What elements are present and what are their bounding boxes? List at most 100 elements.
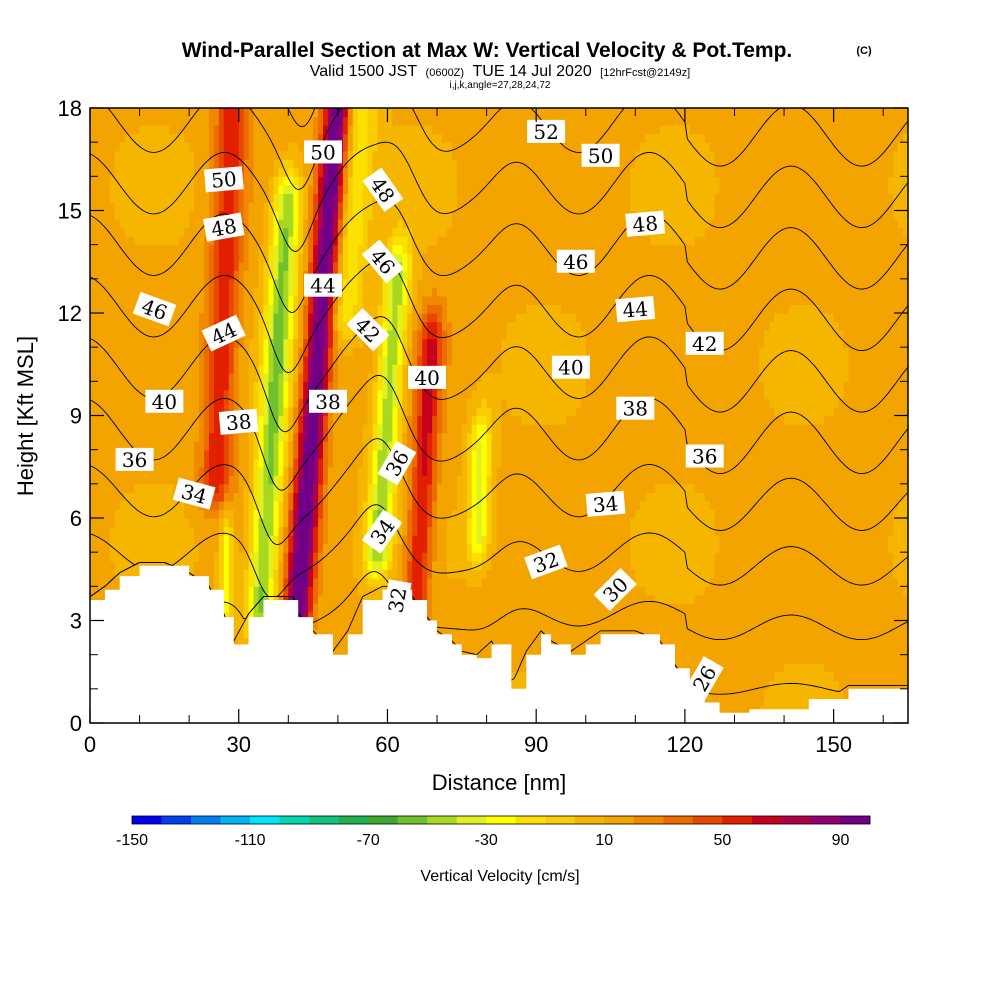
colorbar-swatch [545,816,576,824]
terrain-mask [90,565,908,723]
colorbar-swatch [368,816,398,824]
y-tick-label: 12 [58,301,82,326]
theta-contour-label: 34 [585,490,626,517]
colorbar-swatch [191,816,221,824]
y-axis-label: Height [Kft MSL] [13,336,38,496]
theta-label-box [625,210,666,237]
chart-title: Wind-Parallel Section at Max W: Vertical… [182,39,793,62]
theta-contour-line [90,504,908,598]
theta-label-text: 48 [209,214,238,242]
chart-subtitle: Valid 1500 JST (0600Z) TUE 14 Jul 2020 [… [310,63,690,80]
y-tick-label: 15 [58,199,82,224]
colorbar-swatch [663,816,694,824]
colorbar-swatch [692,816,723,824]
x-tick-label: 0 [84,732,96,757]
theta-label-box [377,440,417,486]
colorbar-swatch [338,816,369,824]
theta-contour-label: 42 [346,308,390,352]
theta-label-box [218,408,259,435]
theta-label-box [685,444,724,468]
theta-label-box [304,273,342,297]
theta-contour-line [107,108,908,190]
theta-label-text: 52 [533,120,558,144]
plot-area [90,108,908,723]
colorbar-swatch [161,816,192,824]
theta-contour-label: 40 [145,389,184,414]
theta-contour-label: 34 [172,477,216,510]
colorbar-swatch [132,816,162,824]
theta-label-text: 34 [592,491,619,517]
theta-label-box [346,308,390,352]
colorbar-swatch [279,816,310,824]
theta-label-box [408,365,447,389]
colorbar-swatch [309,816,339,824]
theta-label-box [527,119,566,143]
theta-contour-label: 40 [408,365,447,390]
x-tick-label: 120 [667,732,704,757]
theta-label-box [203,166,244,193]
theta-label-box [309,389,347,413]
theta-label-box [172,477,216,510]
colorbar: -150 -110 -70 -30 10 50 90 [116,815,871,849]
theta-label-box [145,389,184,413]
theta-label-text: 44 [310,274,335,298]
theta-label-text: 36 [122,448,147,472]
theta-label-box [203,212,245,242]
theta-contour-line [90,141,908,252]
colorbar-swatch [722,816,753,824]
colorbar-tick-label: 90 [832,832,850,849]
theta-label-box [615,295,656,323]
theta-label-text: 50 [588,144,613,168]
colorbar-swatch [574,816,605,824]
theta-label-box [382,579,412,621]
theta-label-text: 42 [692,332,717,356]
theta-contour-label: 36 [685,444,724,469]
theta-label-text: 46 [563,250,588,274]
colorbar-swatch [515,816,546,824]
theta-contour-label: 38 [616,396,655,421]
theta-contour-label: 50 [304,140,342,164]
colorbar-tick-label: -30 [475,832,498,849]
x-axis-label: Distance [nm] [432,770,567,795]
colorbar-title: Vertical Velocity [cm/s] [420,868,579,885]
theta-label-text: 44 [622,297,649,323]
colorbar-frame [131,815,871,825]
x-tick-label: 90 [524,732,548,757]
theta-label-text: 40 [558,356,583,380]
subtitle-utc: (0600Z) [426,67,465,79]
theta-label-box [685,331,724,355]
theta-label-box [362,167,404,212]
theta-label-box [524,544,568,580]
theta-label-box [304,140,342,164]
colorbar-tick-label: -70 [357,832,380,849]
colorbar-swatch [397,816,428,824]
theta-contour-label: 42 [685,331,724,356]
theta-contour-label: 32 [382,579,412,621]
theta-contour-label: 48 [203,212,245,242]
theta-label-text: 40 [152,390,177,414]
theta-label-box [201,314,246,352]
theta-label-box [684,656,724,701]
theta-contour-line [90,199,908,313]
subtitle-forecast: [12hrFcst@2149z] [600,67,690,79]
theta-label-text: 36 [692,445,717,469]
theta-label-box [616,396,655,420]
theta-label-text: 32 [383,585,411,614]
theta-contour-label: 44 [615,295,656,323]
theta-label-box [593,567,637,612]
y-tick-label: 9 [70,404,82,429]
theta-label-box [581,143,620,167]
theta-label-text: 50 [210,167,237,193]
theta-label-box [556,249,595,273]
theta-label-text: 38 [315,390,340,414]
colorbar-tick-label: -150 [116,832,148,849]
colorbar-swatch [486,816,517,824]
y-tick-label: 6 [70,506,82,531]
subtitle-date: TUE 14 Jul 2020 [473,63,592,80]
theta-contour-label: 52 [527,119,566,144]
theta-contour-line [90,561,908,641]
theta-label-text: 38 [623,397,648,421]
theta-label-box [132,291,177,327]
theta-label-box [551,355,590,379]
